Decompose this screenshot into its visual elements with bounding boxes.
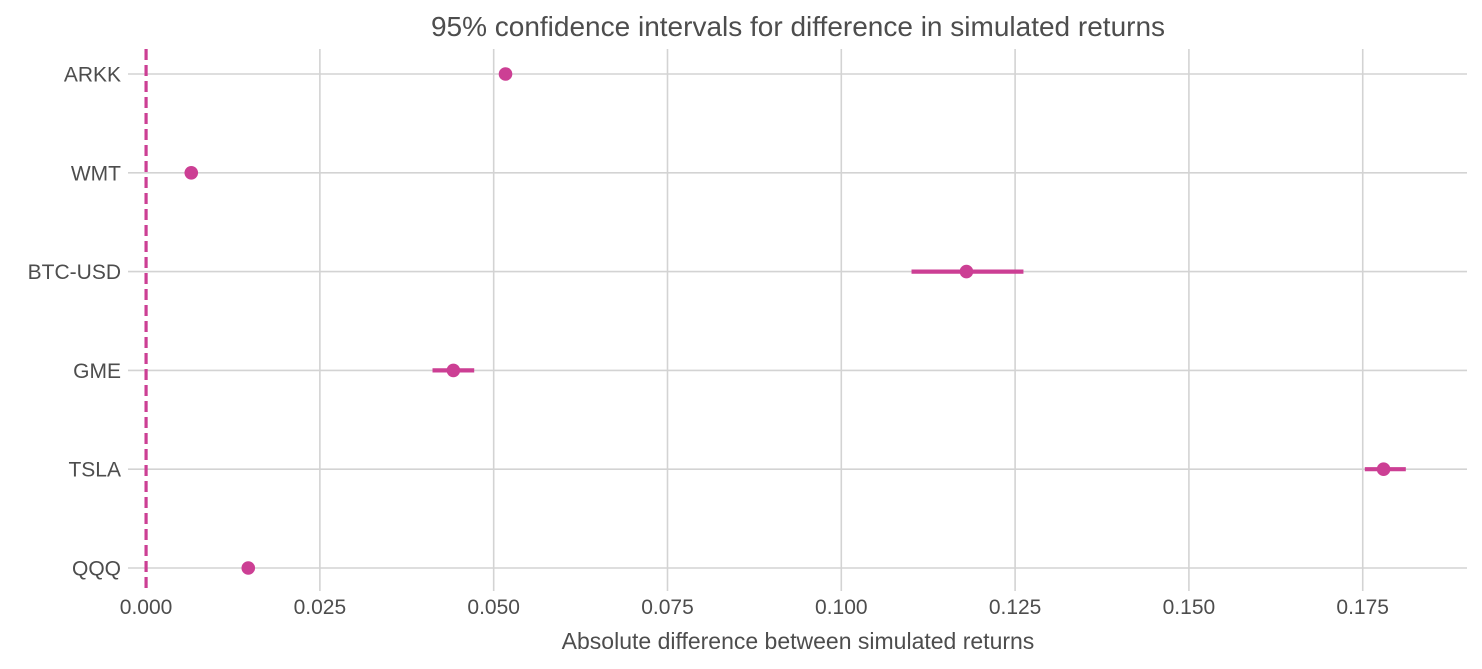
- x-axis-label: Absolute difference between simulated re…: [562, 628, 1035, 654]
- x-tick-label: 0.025: [294, 596, 347, 619]
- y-tick-label: GME: [73, 360, 121, 383]
- chart-title: 95% confidence intervals for difference …: [431, 11, 1165, 42]
- x-tick-label: 0.100: [815, 596, 868, 619]
- x-tick-label: 0.175: [1336, 596, 1389, 619]
- y-axis-ticks: ARKK WMT BTC-USD GME TSLA QQQ: [28, 64, 122, 581]
- point-qqq: [241, 561, 256, 575]
- y-tick-label: TSLA: [68, 459, 121, 482]
- point-tsla: [1376, 462, 1391, 477]
- data-marks: [184, 67, 1406, 575]
- x-tick-label: 0.150: [1163, 596, 1216, 619]
- point-btc-usd: [959, 264, 974, 279]
- x-tick-label: 0.050: [467, 596, 520, 619]
- y-tick-label: ARKK: [64, 64, 121, 87]
- y-tick-label: BTC-USD: [28, 261, 121, 284]
- x-tick-label: 0.075: [641, 596, 694, 619]
- y-tick-label: WMT: [71, 162, 121, 185]
- grid-layer: [128, 49, 1467, 591]
- x-tick-label: 0.000: [120, 596, 173, 619]
- y-tick-label: QQQ: [72, 558, 121, 581]
- x-axis-ticks: 0.000 0.025 0.050 0.075 0.100 0.125 0.150 0.175: [120, 596, 1389, 619]
- point-arkk: [498, 67, 513, 81]
- point-wmt: [184, 166, 199, 180]
- point-gme: [446, 363, 461, 378]
- x-tick-label: 0.125: [989, 596, 1042, 619]
